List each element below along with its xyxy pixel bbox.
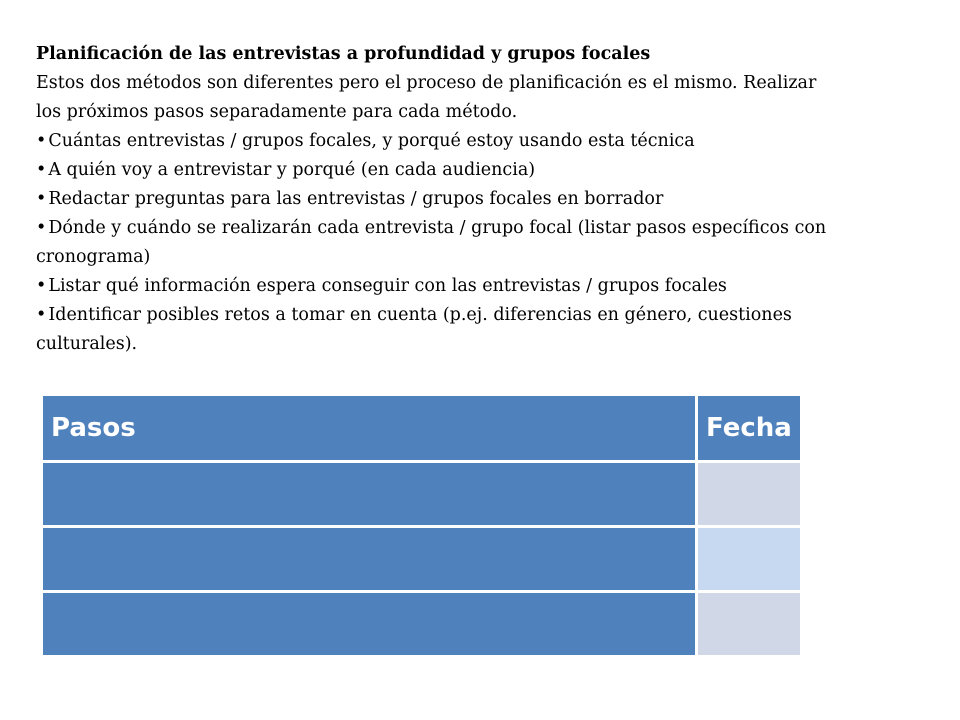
instructions-text: Planificación de las entrevistas a profu… (36, 40, 836, 359)
list-item: A quién voy a entrevistar y porqué (en c… (36, 156, 836, 185)
document-title: Planificación de las entrevistas a profu… (36, 44, 651, 64)
column-header-steps: Pasos (40, 393, 698, 463)
date-cell[interactable] (695, 460, 803, 528)
list-item: Dónde y cuándo se realizarán cada entrev… (36, 214, 836, 272)
step-cell[interactable] (40, 460, 698, 528)
table-row (40, 460, 803, 528)
date-cell[interactable] (695, 525, 803, 593)
list-item: Listar qué información espera conseguir … (36, 272, 836, 301)
list-item: Identificar posibles retos a tomar en cu… (36, 301, 836, 359)
intro-paragraph: Estos dos métodos son diferentes pero el… (36, 73, 817, 122)
steps-list: Cuántas entrevistas / grupos focales, y … (36, 127, 836, 359)
list-item: Cuántas entrevistas / grupos focales, y … (36, 127, 836, 156)
table-row (40, 590, 803, 658)
list-item: Redactar preguntas para las entrevistas … (36, 185, 836, 214)
date-cell[interactable] (695, 590, 803, 658)
step-cell[interactable] (40, 590, 698, 658)
step-cell[interactable] (40, 525, 698, 593)
column-header-date: Fecha (695, 393, 803, 463)
planning-table: Pasos Fecha (40, 393, 803, 658)
table-row (40, 525, 803, 593)
table-header-row: Pasos Fecha (40, 393, 803, 463)
